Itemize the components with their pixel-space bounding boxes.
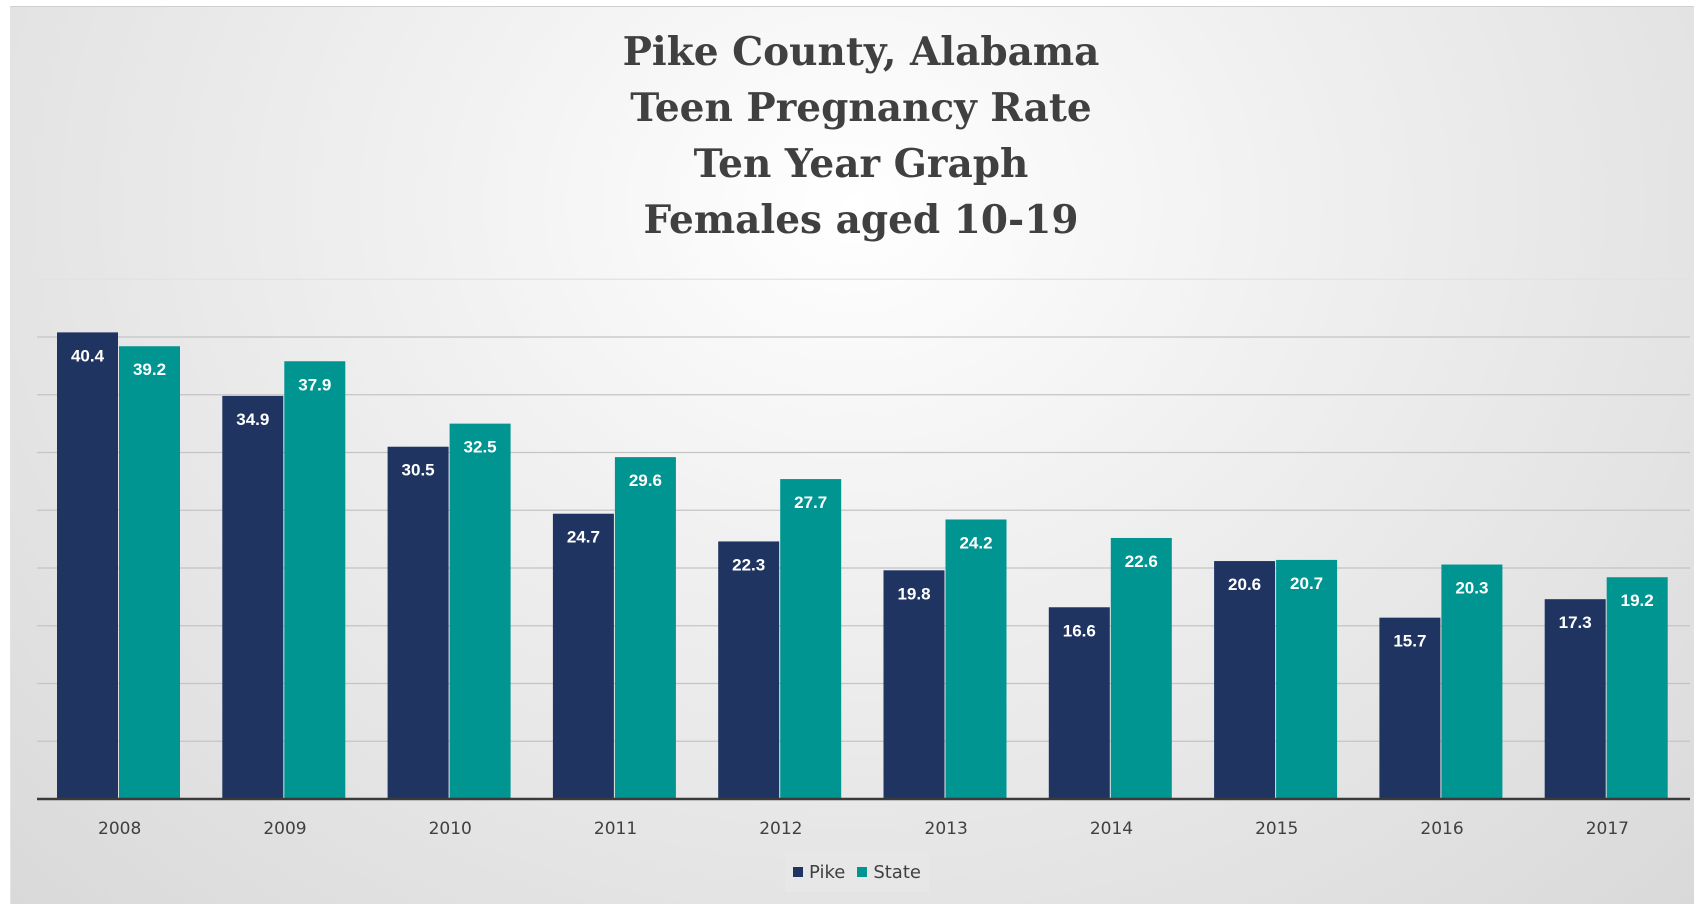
legend-swatch-state [857,867,868,877]
data-label-state-2015: 20.7 [1290,574,1323,593]
bar-state-2011 [614,457,676,799]
legend: Pike State [785,852,929,892]
data-label-pike-2008: 40.4 [71,346,105,365]
data-label-state-2009: 37.9 [298,375,331,394]
bar-pike-2014 [1048,607,1110,799]
data-label-state-2016: 20.3 [1455,579,1488,598]
bar-state-2017 [1606,577,1668,799]
x-tick-label-2015: 2015 [1255,819,1298,839]
x-tick-label-2017: 2017 [1586,819,1629,839]
title-line-4: Females aged 10-19 [643,197,1079,243]
title-line-2: Teen Pregnancy Rate [630,85,1092,131]
bar-pike-2012 [718,541,780,799]
data-label-state-2013: 24.2 [959,533,992,552]
bars [57,332,1668,799]
bar-pike-2010 [387,446,449,799]
title-line-3: Ten Year Graph [693,141,1029,187]
x-tick-label-2010: 2010 [429,819,472,839]
bar-pike-2009 [222,395,284,799]
bar-state-2009 [284,361,346,799]
data-label-pike-2015: 20.6 [1228,575,1261,594]
chart-title: Pike County, Alabama Teen Pregnancy Rate… [0,24,1694,248]
legend-item-pike: Pike [793,862,845,883]
x-tick-label-2013: 2013 [925,819,968,839]
bar-state-2010 [449,423,511,799]
bar-state-2012 [780,479,842,799]
x-tick-label-2008: 2008 [98,819,141,839]
data-label-pike-2009: 34.9 [236,410,269,429]
bar-pike-2015 [1214,561,1276,799]
bar-state-2008 [119,346,180,799]
data-label-pike-2011: 24.7 [567,528,600,547]
data-label-state-2011: 29.6 [629,471,662,490]
data-label-state-2008: 39.2 [133,360,166,379]
x-tick-label-2012: 2012 [759,819,802,839]
data-label-pike-2017: 17.3 [1559,613,1592,632]
legend-swatch-pike [793,867,803,877]
legend-label-pike: Pike [809,861,846,883]
data-label-pike-2012: 22.3 [732,555,765,574]
bar-pike-2016 [1379,617,1441,799]
title-line-1: Pike County, Alabama [622,29,1100,75]
data-label-pike-2014: 16.6 [1063,621,1096,640]
x-tick-label-2016: 2016 [1420,819,1463,839]
bar-state-2016 [1441,564,1503,799]
data-label-state-2012: 27.7 [794,493,827,512]
legend-label-state: State [873,861,921,883]
data-label-state-2017: 19.2 [1621,591,1654,610]
x-tick-label-2014: 2014 [1090,819,1133,839]
x-tick-label-2009: 2009 [263,819,306,839]
bar-pike-2008 [57,332,118,799]
data-label-pike-2010: 30.5 [402,461,435,480]
x-tick-labels: 2008 2009 2010 2011 2012 2013 2014 2015 2016 2017 [98,819,1629,839]
data-label-state-2014: 22.6 [1125,552,1158,571]
data-label-state-2010: 32.5 [464,438,497,457]
bar-pike-2011 [552,513,614,799]
bar-state-2014 [1110,537,1172,799]
data-label-pike-2016: 15.7 [1393,632,1426,651]
bar-pike-2017 [1544,599,1606,799]
bar-pike-2013 [883,570,945,799]
data-label-pike-2013: 19.8 [897,584,930,603]
data-labels: 40.4 39.2 34.9 37.9 30.5 32.5 24.7 29.6 22.3 27.7… [71,346,1654,650]
x-tick-label-2011: 2011 [594,819,637,839]
bar-state-2015 [1276,559,1338,799]
bar-state-2013 [945,519,1007,799]
legend-item-state: State [857,862,921,883]
